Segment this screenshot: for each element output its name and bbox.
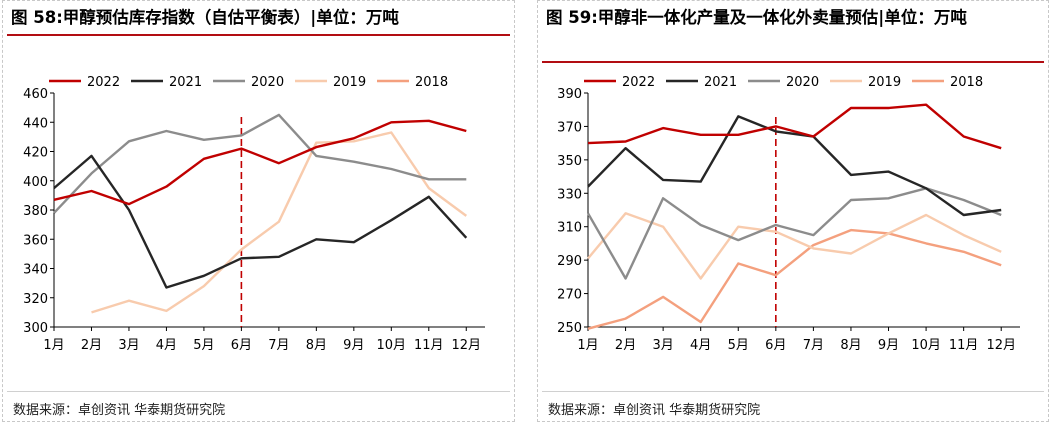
y-tick-label: 380 <box>23 204 48 219</box>
legend-label: 2019 <box>333 75 366 90</box>
legend-label: 2021 <box>169 75 202 90</box>
line-chart-production: 2022 2021 2020 2019 2018 250 270 290 310 330 350 37… <box>557 75 1020 353</box>
footer-divider <box>7 391 510 392</box>
title-divider <box>7 34 510 36</box>
y-tick-label: 460 <box>23 87 48 102</box>
x-tick-label: 4月 <box>690 338 711 353</box>
series-line-2018 <box>587 228 1002 330</box>
y-tick-label: 340 <box>23 263 48 278</box>
chart-title: 图 58:甲醇预估库存指数（自估平衡表）|单位：万吨 <box>11 8 399 27</box>
legend-item-2021: 2021 <box>666 75 737 90</box>
series-line-2019 <box>587 212 1002 280</box>
x-tick-label: 4月 <box>156 338 177 353</box>
y-tick-label: 290 <box>557 254 582 269</box>
x-tick-label: 2月 <box>81 338 102 353</box>
series-line-2019 <box>91 131 468 314</box>
legend-label: 2019 <box>868 75 901 90</box>
x-tick-label: 2月 <box>615 338 636 353</box>
x-tick-label: 7月 <box>803 338 824 353</box>
line-chart-inventory: 2022 2021 2020 2019 2018 300 320 340 360 380 400 42… <box>23 75 485 353</box>
y-tick-label: 400 <box>23 175 48 190</box>
legend-item-2018: 2018 <box>377 75 448 90</box>
y-tick-label: 300 <box>23 321 48 336</box>
y-tick-label: 360 <box>23 233 48 248</box>
y-tick-label: 440 <box>23 116 48 131</box>
chart-title: 图 59:甲醇非一体化产量及一体化外卖量预估|单位：万吨 <box>546 8 967 27</box>
x-tick-label: 5月 <box>193 338 214 353</box>
legend-item-2020: 2020 <box>213 75 284 90</box>
legend-label: 2021 <box>704 75 737 90</box>
chart-source: 数据来源：卓创资讯 华泰期货研究院 <box>13 403 226 418</box>
legend-label: 2022 <box>87 75 120 90</box>
title-divider <box>542 61 1044 63</box>
series-line-2022 <box>587 103 1002 150</box>
chart-source: 数据来源：卓创资讯 华泰期货研究院 <box>548 403 761 418</box>
y-tick-label: 420 <box>23 146 48 161</box>
legend-label: 2022 <box>622 75 655 90</box>
x-tick-label: 1月 <box>577 338 598 353</box>
x-tick-label: 12月 <box>451 338 481 353</box>
y-tick-label: 250 <box>557 321 582 336</box>
y-tick-label: 390 <box>557 87 582 102</box>
series-line-2020 <box>586 187 1002 280</box>
legend-label: 2018 <box>415 75 448 90</box>
legend-label: 2018 <box>950 75 983 90</box>
x-tick-label: 1月 <box>43 338 64 353</box>
legend-item-2019: 2019 <box>830 75 901 90</box>
x-tick-label: 7月 <box>268 338 289 353</box>
series-line-2021 <box>587 115 1002 217</box>
x-tick-label: 8月 <box>840 338 861 353</box>
legend-item-2022: 2022 <box>49 75 120 90</box>
x-tick-label: 3月 <box>118 338 139 353</box>
legend-item-2021: 2021 <box>131 75 202 90</box>
legend-label: 2020 <box>786 75 819 90</box>
y-tick-label: 270 <box>557 288 582 303</box>
chart-panel-production: 图 59:甲醇非一体化产量及一体化外卖量预估|单位：万吨 2022 2021 202… <box>537 0 1049 422</box>
x-tick-label: 6月 <box>765 338 786 353</box>
y-tick-label: 350 <box>557 154 582 169</box>
x-tick-label: 3月 <box>652 338 673 353</box>
x-tick-label: 5月 <box>728 338 749 353</box>
x-tick-label: 8月 <box>306 338 327 353</box>
x-tick-label: 9月 <box>343 338 364 353</box>
x-tick-label: 9月 <box>878 338 899 353</box>
x-tick-label: 10月 <box>911 338 941 353</box>
x-tick-label: 12月 <box>986 338 1016 353</box>
series-line-2022 <box>53 119 467 206</box>
y-tick-label: 370 <box>557 120 582 135</box>
y-tick-label: 310 <box>557 221 582 236</box>
legend-item-2022: 2022 <box>584 75 655 90</box>
legend-label: 2020 <box>251 75 284 90</box>
legend-item-2019: 2019 <box>295 75 366 90</box>
legend-item-2020: 2020 <box>748 75 819 90</box>
chart-panel-inventory: 图 58:甲醇预估库存指数（自估平衡表）|单位：万吨 2022 2021 2020 2… <box>2 0 515 422</box>
x-tick-label: 11月 <box>949 338 979 353</box>
series-line-2020 <box>53 113 467 214</box>
legend-item-2018: 2018 <box>912 75 983 90</box>
x-tick-label: 10月 <box>377 338 407 353</box>
x-tick-label: 6月 <box>231 338 252 353</box>
y-tick-label: 330 <box>557 187 582 202</box>
x-tick-label: 11月 <box>414 338 444 353</box>
footer-divider <box>542 391 1044 392</box>
y-tick-label: 320 <box>23 292 48 307</box>
series-line-2021 <box>53 154 468 289</box>
